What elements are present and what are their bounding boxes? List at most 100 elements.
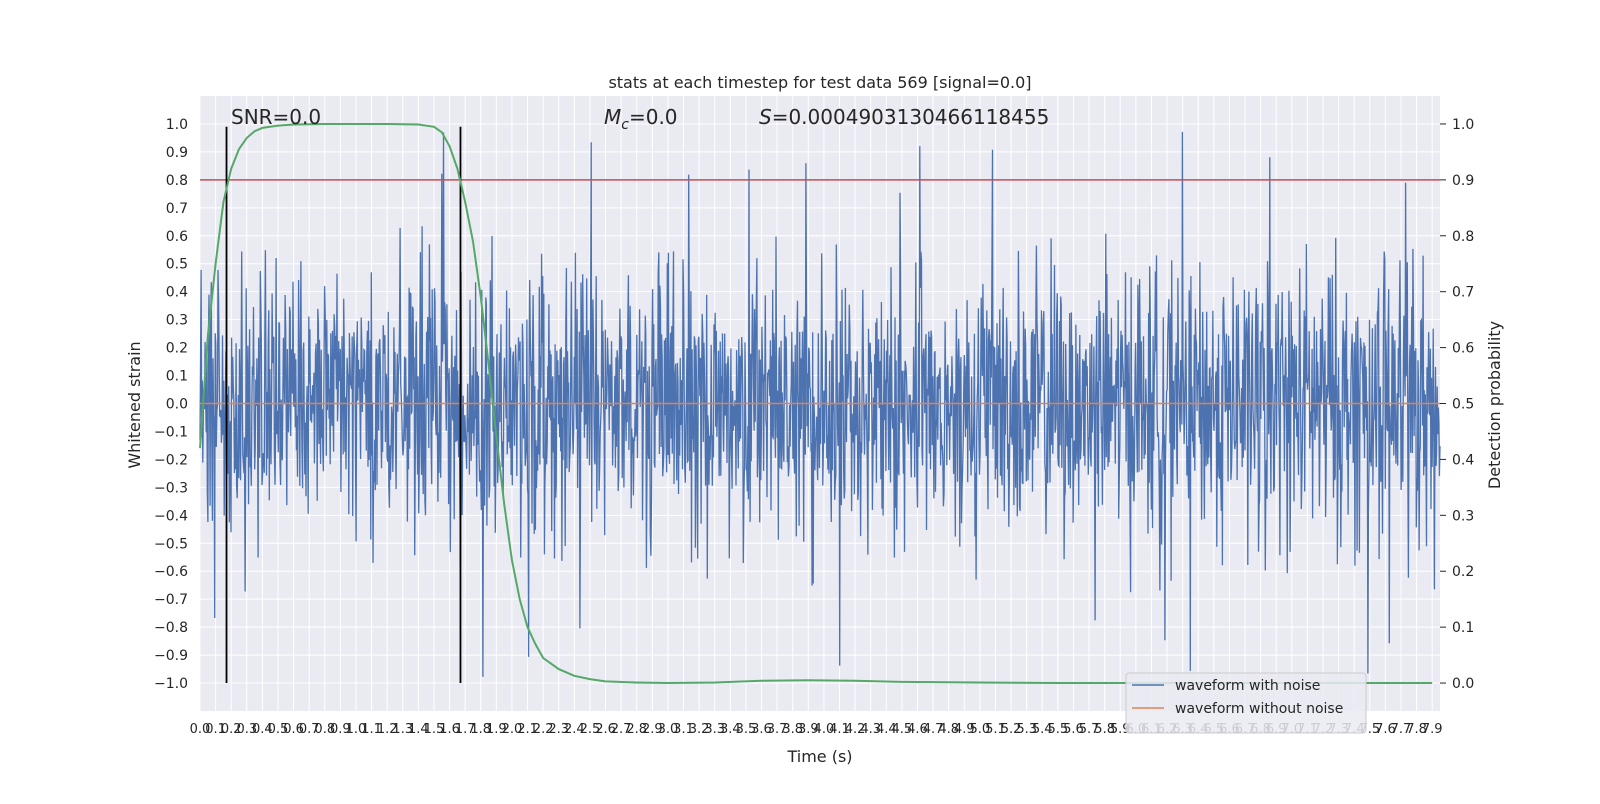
y-right-tick-label: 0.5: [1452, 397, 1474, 413]
x-tick-label: 3.6: [751, 722, 772, 737]
x-tick-label: 0.2: [221, 722, 242, 737]
x-tick-label: 3.4: [720, 722, 741, 737]
x-tick-label: 2.5: [580, 722, 601, 737]
x-tick-label: 5.9: [1110, 722, 1131, 737]
x-tick-label: 3.1: [673, 722, 694, 737]
y-right-tick-label: 1.0: [1452, 117, 1474, 133]
x-tick-label: 2.6: [595, 722, 616, 737]
x-tick-label: 5.6: [1063, 722, 1084, 737]
chart-title: stats at each timestep for test data 569…: [608, 73, 1031, 92]
x-tick-label: 0.4: [252, 722, 273, 737]
x-tick-label: 1.8: [470, 722, 491, 737]
x-tick-label: 4.2: [845, 722, 866, 737]
x-tick-label: 4.3: [860, 722, 881, 737]
y-right-tick-label: 0.4: [1452, 452, 1474, 468]
x-tick-label: 4.1: [829, 722, 850, 737]
x-tick-label: 5.5: [1048, 722, 1069, 737]
x-tick-label: 7.8: [1406, 722, 1427, 737]
x-tick-label: 2.1: [517, 722, 538, 737]
x-tick-label: 2.3: [548, 722, 569, 737]
y-tick-label: 0.1: [166, 369, 188, 385]
chirp-mass-symbol: M: [604, 105, 621, 129]
x-tick-label: 5.7: [1079, 722, 1100, 737]
x-tick-label: 2.9: [642, 722, 663, 737]
x-tick-label: 4.0: [814, 722, 835, 737]
x-tick-label: 1.7: [455, 722, 476, 737]
x-tick-label: 3.9: [798, 722, 819, 737]
y-tick-label: 0.5: [166, 257, 188, 273]
y-tick-label: 0.6: [166, 229, 188, 245]
s-symbol: S: [759, 105, 772, 129]
legend-label-noise: waveform with noise: [1175, 678, 1320, 694]
x-tick-label: 1.5: [424, 722, 445, 737]
x-tick-label: 5.4: [1032, 722, 1053, 737]
detection-probability-line: [199, 123, 1433, 685]
y-tick-label: 0.3: [166, 313, 188, 329]
y-tick-label: −0.4: [154, 508, 188, 524]
y-tick-label: 0.0: [166, 397, 188, 413]
snr-annotation: SNR=0.0: [231, 105, 321, 129]
x-tick-label: 2.4: [564, 722, 585, 737]
y-tick-label: 1.0: [166, 117, 188, 133]
x-tick-label: 3.5: [736, 722, 757, 737]
y-tick-label: 0.7: [166, 201, 188, 217]
x-tick-label: 5.8: [1094, 722, 1115, 737]
x-axis-label: Time (s): [786, 747, 852, 766]
y-tick-label: 0.4: [166, 285, 188, 301]
x-tick-label: 0.0: [190, 722, 211, 737]
y-tick-label: −0.1: [154, 424, 188, 440]
y-tick-label: 0.2: [166, 341, 188, 357]
x-tick-label: 7.7: [1391, 722, 1412, 737]
x-tick-label: 1.0: [346, 722, 367, 737]
x-tick-label: 0.9: [330, 722, 351, 737]
x-tick-label: 1.4: [408, 722, 429, 737]
overlay-layer: [199, 123, 1440, 685]
x-tick-label: 3.3: [704, 722, 725, 737]
y-axis-right-label: Detection probability: [1485, 321, 1504, 489]
x-tick-label: 0.7: [299, 722, 320, 737]
noise-waveform-series: [199, 131, 1441, 677]
x-tick-label: 0.6: [283, 722, 304, 737]
x-tick-label: 0.3: [236, 722, 257, 737]
x-tick-label: 7.9: [1422, 722, 1443, 737]
x-tick-label: 4.4: [876, 722, 897, 737]
x-tick-label: 2.7: [611, 722, 632, 737]
x-tick-label: 1.6: [439, 722, 460, 737]
y-tick-label: −0.9: [154, 648, 188, 664]
y-tick-label: −0.3: [154, 480, 188, 496]
x-tick-label: 5.1: [985, 722, 1006, 737]
chirp-mass-value: =0.0: [629, 105, 678, 129]
x-tick-label: 2.0: [502, 722, 523, 737]
y-tick-label: −0.2: [154, 452, 188, 468]
chirp-mass-annotation: Mc=0.0: [604, 105, 678, 133]
x-tick-label: 3.0: [658, 722, 679, 737]
y-right-tick-label: 0.8: [1452, 229, 1474, 245]
y-axis-label: Whitened strain: [125, 341, 144, 468]
x-tick-label: 5.0: [970, 722, 991, 737]
x-tick-label: 1.1: [361, 722, 382, 737]
y-tick-label: −0.8: [154, 620, 188, 636]
y-right-tick-label: 0.7: [1452, 285, 1474, 301]
y-right-tick-label: 0.2: [1452, 564, 1474, 580]
x-tick-label: 5.2: [1001, 722, 1022, 737]
x-tick-label: 0.1: [205, 722, 226, 737]
x-tick-label: 4.7: [923, 722, 944, 737]
x-tick-label: 4.6: [907, 722, 928, 737]
s-annotation: S=0.0004903130466118455: [759, 105, 1049, 129]
x-tick-label: 1.3: [392, 722, 413, 737]
y-right-tick-label: 0.0: [1452, 676, 1474, 692]
legend-label-clean: waveform without noise: [1175, 701, 1343, 717]
y-right-tick-label: 0.3: [1452, 508, 1474, 524]
y-tick-label: −0.5: [154, 536, 188, 552]
x-tick-label: 2.2: [533, 722, 554, 737]
legend-box: [1125, 672, 1367, 734]
x-tick-label: 0.5: [268, 722, 289, 737]
x-tick-label: 4.5: [892, 722, 913, 737]
x-tick-label: 0.8: [314, 722, 335, 737]
x-tick-label: 4.8: [938, 722, 959, 737]
y-right-tick-label: 0.9: [1452, 173, 1474, 189]
y-tick-label: −0.6: [154, 564, 188, 580]
x-tick-label: 1.2: [377, 722, 398, 737]
